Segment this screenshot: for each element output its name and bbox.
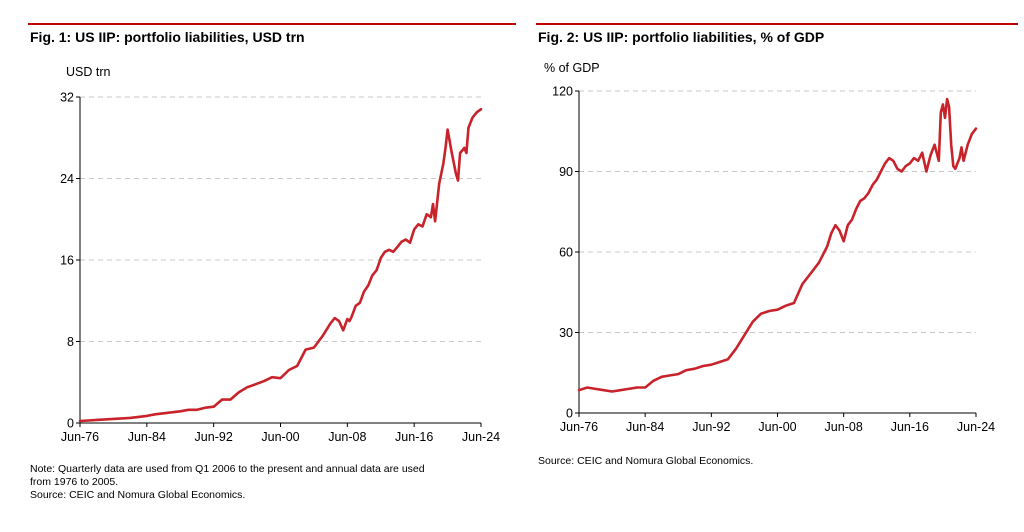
x-tick-label: Jun-92: [692, 420, 730, 434]
y-tick-label: 90: [559, 165, 573, 179]
y-tick-label: 24: [60, 172, 74, 186]
y-tick-label: 32: [60, 91, 74, 105]
x-tick-label: Jun-24: [957, 420, 995, 434]
x-tick-label: Jun-24: [462, 430, 500, 444]
x-tick-label: Jun-92: [195, 430, 233, 444]
figure-2-chart: % of GDP 0 30 60 90 120 Jun-76 Jun-84 Jun-92 Jun-…: [544, 61, 995, 434]
y-axis-label: USD trn: [66, 65, 111, 79]
y-tick-label: 120: [552, 85, 573, 99]
figure-1-note-line-1: Note: Quarterly data are used from Q1 20…: [30, 463, 425, 475]
figure-1-source: Source: CEIC and Nomura Global Economics…: [30, 489, 246, 501]
x-tick-label: Jun-84: [626, 420, 664, 434]
figure-1-chart: USD trn 0 8 16 24 32 Jun-76 Jun-84 Jun-92 Jun-00 J…: [60, 65, 500, 444]
figure-1-note: Note: Quarterly data are used from Q1 20…: [30, 463, 425, 502]
x-tick-label: Jun-00: [758, 420, 796, 434]
y-tick-label: 30: [559, 326, 573, 340]
y-tick-label: 0: [67, 417, 74, 431]
x-tick-label: Jun-08: [328, 430, 366, 444]
y-tick-label: 16: [60, 254, 74, 268]
y-axis-label: % of GDP: [544, 61, 600, 75]
figure-2-note: Source: CEIC and Nomura Global Economics…: [538, 455, 753, 468]
y-tick-label: 60: [559, 246, 573, 260]
x-tick-label: Jun-76: [61, 430, 99, 444]
figure-1-panel: Fig. 1: US IIP: portfolio liabilities, U…: [28, 0, 516, 532]
series-line: [577, 97, 978, 393]
x-tick-label: Jun-16: [395, 430, 433, 444]
x-tick-label: Jun-00: [261, 430, 299, 444]
figure-2-title: Fig. 2: US IIP: portfolio liabilities, %…: [538, 29, 825, 45]
figure-1-title: Fig. 1: US IIP: portfolio liabilities, U…: [30, 29, 305, 45]
y-tick-label: 8: [67, 335, 74, 349]
x-tick-label: Jun-08: [825, 420, 863, 434]
y-tick-label: 0: [566, 407, 573, 421]
x-tick-label: Jun-84: [128, 430, 166, 444]
figure-1-note-line-2: from 1976 to 2005.: [30, 476, 119, 488]
figure-2-source: Source: CEIC and Nomura Global Economics…: [538, 455, 754, 467]
figure-2-top-rule: [536, 23, 1018, 25]
x-tick-label: Jun-76: [560, 420, 598, 434]
figure-1-top-rule: [28, 23, 516, 25]
series-line: [78, 107, 483, 423]
figure-2-panel: Fig. 2: US IIP: portfolio liabilities, %…: [536, 0, 1018, 532]
x-tick-label: Jun-16: [891, 420, 929, 434]
